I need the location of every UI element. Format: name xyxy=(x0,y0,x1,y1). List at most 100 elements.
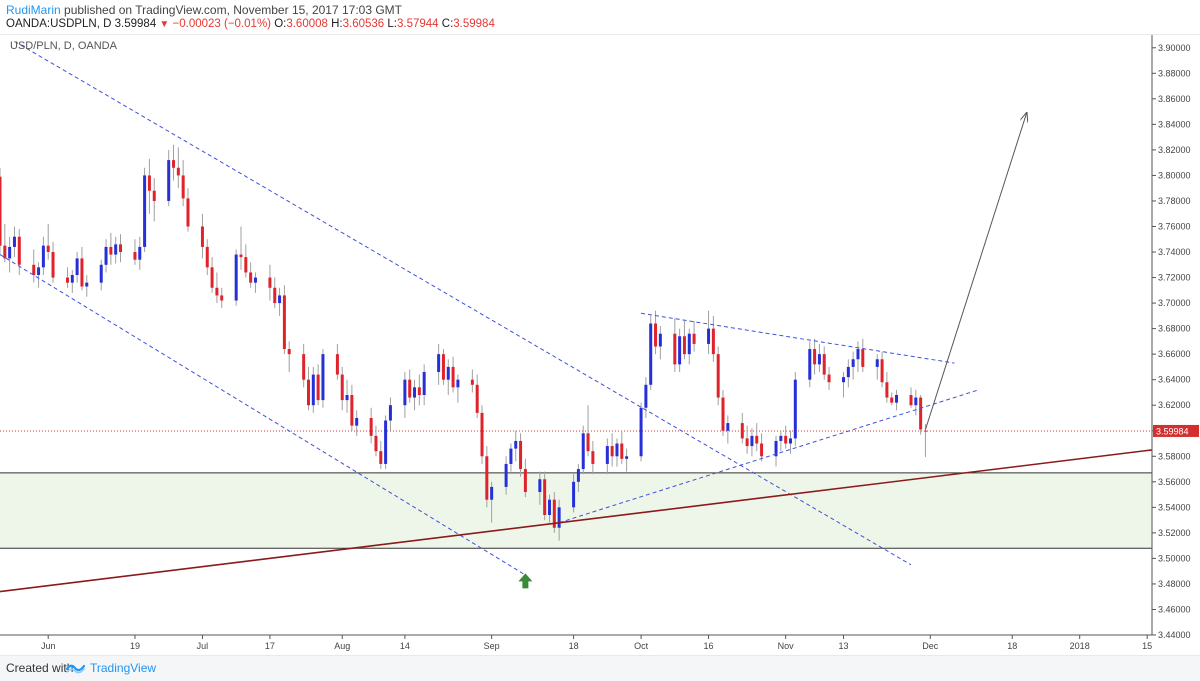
bearish-candle[interactable] xyxy=(186,198,190,227)
bearish-candle[interactable] xyxy=(784,435,788,444)
bullish-candle[interactable] xyxy=(138,246,142,260)
chart-area[interactable]: 3.44000 3.46000 3.48000 3.50000 3.52000 3.540… xyxy=(0,35,1200,655)
bullish-candle[interactable] xyxy=(895,395,899,403)
bullish-candle[interactable] xyxy=(678,336,682,365)
bullish-candle[interactable] xyxy=(422,372,426,395)
bullish-candle[interactable] xyxy=(625,456,629,459)
bullish-candle[interactable] xyxy=(85,282,89,287)
bearish-candle[interactable] xyxy=(268,277,272,288)
bearish-candle[interactable] xyxy=(408,379,412,398)
bearish-candle[interactable] xyxy=(244,257,248,273)
bullish-candle[interactable] xyxy=(846,366,850,378)
author-link[interactable]: RudiMarin xyxy=(6,3,61,17)
bullish-candle[interactable] xyxy=(557,507,561,528)
bearish-candle[interactable] xyxy=(552,499,556,528)
bearish-candle[interactable] xyxy=(890,397,894,403)
bearish-candle[interactable] xyxy=(485,456,489,500)
bearish-candle[interactable] xyxy=(813,349,817,365)
bearish-candle[interactable] xyxy=(51,252,55,278)
bearish-candle[interactable] xyxy=(880,359,884,383)
bullish-candle[interactable] xyxy=(605,446,609,464)
bearish-candle[interactable] xyxy=(172,160,176,168)
bearish-candle[interactable] xyxy=(745,438,749,447)
bearish-candle[interactable] xyxy=(282,295,286,350)
bullish-candle[interactable] xyxy=(104,246,108,265)
bullish-candle[interactable] xyxy=(345,395,349,401)
price-chart[interactable]: 3.44000 3.46000 3.48000 3.50000 3.52000 3.540… xyxy=(0,35,1200,655)
bullish-candle[interactable] xyxy=(456,379,460,388)
bearish-candle[interactable] xyxy=(417,387,421,395)
bullish-candle[interactable] xyxy=(355,417,359,426)
bullish-candle[interactable] xyxy=(644,384,648,408)
bullish-candle[interactable] xyxy=(842,377,846,383)
bearish-candle[interactable] xyxy=(673,333,677,365)
bearish-candle[interactable] xyxy=(335,354,339,375)
bearish-candle[interactable] xyxy=(470,379,474,385)
bullish-candle[interactable] xyxy=(509,448,513,464)
bearish-candle[interactable] xyxy=(923,430,927,432)
bearish-candle[interactable] xyxy=(692,333,696,344)
bearish-candle[interactable] xyxy=(523,469,527,493)
bullish-candle[interactable] xyxy=(538,479,542,493)
bearish-candle[interactable] xyxy=(919,397,923,430)
bearish-candle[interactable] xyxy=(379,451,383,464)
bearish-candle[interactable] xyxy=(716,354,720,398)
bearish-candle[interactable] xyxy=(302,354,306,380)
bearish-candle[interactable] xyxy=(682,336,686,355)
bearish-candle[interactable] xyxy=(654,323,658,347)
bearish-candle[interactable] xyxy=(3,245,7,259)
bearish-candle[interactable] xyxy=(827,374,831,383)
bullish-candle[interactable] xyxy=(143,175,147,247)
bullish-candle[interactable] xyxy=(70,275,74,283)
bearish-candle[interactable] xyxy=(721,397,725,431)
bullish-candle[interactable] xyxy=(167,160,171,201)
bearish-candle[interactable] xyxy=(885,382,889,398)
bearish-candle[interactable] xyxy=(480,412,484,457)
bearish-candle[interactable] xyxy=(316,374,320,401)
bullish-candle[interactable] xyxy=(779,435,783,441)
bullish-candle[interactable] xyxy=(576,469,580,482)
bearish-candle[interactable] xyxy=(711,328,715,355)
bearish-candle[interactable] xyxy=(755,435,759,444)
bearish-candle[interactable] xyxy=(543,479,547,515)
bearish-candle[interactable] xyxy=(451,366,455,388)
bearish-candle[interactable] xyxy=(147,175,151,191)
bearish-candle[interactable] xyxy=(249,272,253,283)
bullish-candle[interactable] xyxy=(707,328,711,344)
bullish-candle[interactable] xyxy=(615,443,619,457)
bullish-candle[interactable] xyxy=(581,433,585,470)
bearish-candle[interactable] xyxy=(220,295,224,301)
bullish-candle[interactable] xyxy=(490,486,494,500)
bullish-candle[interactable] xyxy=(649,323,653,385)
bullish-candle[interactable] xyxy=(639,407,643,457)
bearish-candle[interactable] xyxy=(239,254,243,258)
bullish-candle[interactable] xyxy=(687,333,691,355)
bullish-candle[interactable] xyxy=(403,379,407,406)
bullish-candle[interactable] xyxy=(875,359,879,367)
bullish-candle[interactable] xyxy=(321,354,325,401)
bearish-candle[interactable] xyxy=(760,443,764,457)
bearish-candle[interactable] xyxy=(909,395,913,406)
bullish-candle[interactable] xyxy=(8,246,12,259)
bearish-candle[interactable] xyxy=(181,175,185,199)
bearish-candle[interactable] xyxy=(273,287,277,304)
bullish-candle[interactable] xyxy=(726,423,730,431)
bullish-candle[interactable] xyxy=(856,349,860,360)
bullish-candle[interactable] xyxy=(793,379,797,439)
bearish-candle[interactable] xyxy=(740,423,744,439)
bullish-candle[interactable] xyxy=(12,236,16,247)
bearish-candle[interactable] xyxy=(350,395,354,426)
bearish-candle[interactable] xyxy=(306,379,310,406)
bullish-candle[interactable] xyxy=(446,366,450,380)
bearish-candle[interactable] xyxy=(369,417,373,436)
bullish-candle[interactable] xyxy=(808,349,812,380)
bearish-candle[interactable] xyxy=(109,246,113,255)
bearish-candle[interactable] xyxy=(210,267,214,288)
bullish-candle[interactable] xyxy=(114,244,118,255)
bullish-candle[interactable] xyxy=(413,387,417,398)
bullish-candle[interactable] xyxy=(41,245,45,268)
bullish-candle[interactable] xyxy=(750,435,754,447)
bullish-candle[interactable] xyxy=(817,354,821,365)
bearish-candle[interactable] xyxy=(519,440,523,470)
bearish-candle[interactable] xyxy=(32,264,36,275)
